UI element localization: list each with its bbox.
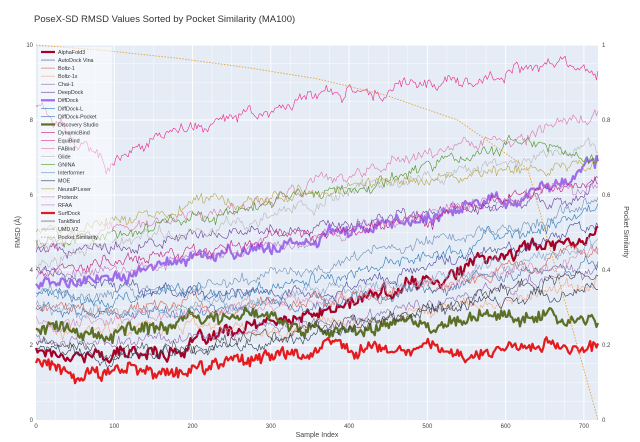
y-tick-label: 4: [30, 268, 34, 274]
legend-label: NeuralPLexer: [58, 187, 91, 193]
series-line-umd-v2: [35, 236, 599, 321]
legend-label: Protenix: [58, 195, 78, 201]
series-line-moe: [35, 282, 599, 369]
series-line-neuralplexer: [35, 159, 599, 238]
legend-label: EquiBind: [58, 138, 80, 144]
series-line-glide: [35, 137, 599, 271]
legend-label: DynamicBind: [58, 130, 90, 136]
series-line-tankbind: [35, 271, 599, 361]
legend-label: AutoDock Vina: [58, 58, 94, 64]
legend-label: Boltz-1: [58, 66, 75, 72]
axes: 0 100 200 300 400 500 600 700024681000.20.40.60…: [26, 43, 611, 430]
y2-tick-label: 0.6: [602, 193, 611, 199]
series-line-equibind: [35, 55, 599, 175]
x-axis-title: Sample Index: [296, 432, 339, 439]
legend-label: AlphaFold3: [58, 50, 85, 56]
plot-area: [34, 44, 600, 421]
x-tick-label: 500: [422, 424, 433, 430]
y-tick-label: 8: [30, 118, 34, 124]
series-line-autodock-vina: [35, 221, 599, 301]
series-line-gnina: [35, 134, 599, 249]
legend-label: Glide: [58, 155, 71, 161]
series-line-diffdock-pocket: [35, 255, 599, 320]
y-tick-label: 6: [30, 193, 34, 199]
y2-tick-label: 1: [602, 43, 606, 49]
legend-label: Discovery Studio: [58, 122, 98, 128]
y2-tick-label: 0.8: [602, 118, 611, 124]
legend-label: TankBind: [58, 219, 80, 225]
legend: AlphaFold3 AutoDock Vina Boltz-1 Boltz-1x Ch…: [38, 47, 112, 244]
legend-label: DiffDock-Pocket: [58, 114, 97, 120]
y-tick-label: 10: [26, 43, 33, 49]
y2-tick-label: 0: [602, 418, 606, 424]
legend-label: UMD V2: [58, 227, 78, 233]
legend-label: Pocket Similarity: [58, 235, 98, 241]
legend-box: [38, 47, 112, 244]
series-line-rfaa: [35, 179, 599, 280]
series-line-protenix: [35, 243, 599, 333]
legend-label: Interformer: [58, 171, 85, 177]
x-tick-label: 700: [579, 424, 590, 430]
legend-label: DeepDock: [58, 90, 83, 96]
legend-label: Chai-1: [58, 82, 74, 88]
y-axis-title: RMSD (Å): [13, 216, 22, 248]
y-tick-label: 2: [30, 343, 34, 349]
legend-label: MOE: [58, 179, 71, 185]
x-tick-label: 100: [109, 424, 120, 430]
legend-label: DiffDock: [58, 98, 79, 104]
series-line-dynamicbind: [35, 176, 599, 277]
x-tick-label: 200: [188, 424, 199, 430]
x-tick-label: 600: [501, 424, 512, 430]
y2-tick-label: 0.4: [602, 268, 611, 274]
series-line-pocket-similarity: [35, 44, 599, 421]
legend-label: FABind: [58, 147, 75, 153]
y2-axis-title: Pocket Similarity: [622, 206, 629, 258]
series-line-diffdock-l: [35, 203, 599, 309]
series-line-fabind: [35, 109, 599, 252]
legend-label: RFAA: [58, 203, 72, 209]
x-tick-label: 400: [344, 424, 355, 430]
legend-label: GNINA: [58, 163, 75, 169]
legend-label: DiffDock-L: [58, 106, 83, 112]
legend-label: SurfDock: [58, 211, 80, 217]
series-line-surfdock: [34, 336, 600, 385]
y2-tick-label: 0.2: [602, 343, 611, 349]
series-line-alphafold3: [34, 225, 599, 364]
series-line-diffdock: [35, 154, 600, 290]
x-tick-label: 0: [34, 424, 38, 430]
legend-label: Boltz-1x: [58, 74, 78, 80]
y-tick-label: 0: [30, 418, 34, 424]
x-tick-label: 300: [266, 424, 277, 430]
series-line-interformer: [35, 197, 599, 303]
chart-title: PoseX-SD RMSD Values Sorted by Pocket Si…: [34, 14, 295, 25]
series-line-boltz-1: [35, 244, 599, 320]
